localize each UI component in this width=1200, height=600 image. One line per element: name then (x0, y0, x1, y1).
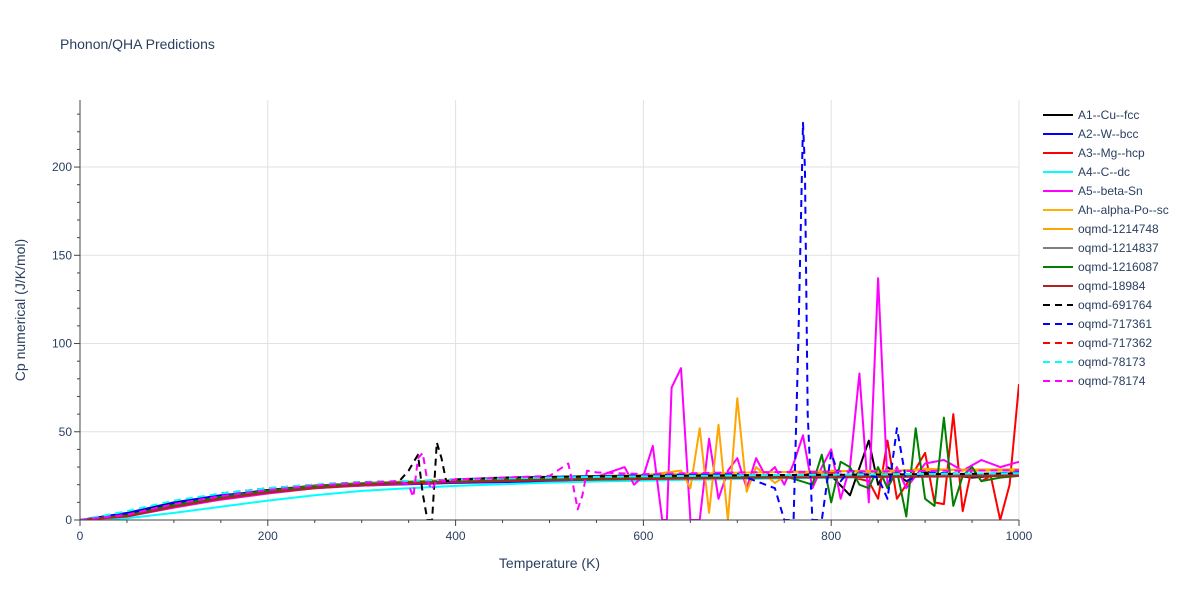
legend-item-label[interactable]: A1--Cu--fcc (1078, 108, 1139, 122)
legend-item-label[interactable]: Ah--alpha-Po--sc (1078, 203, 1169, 217)
x-tick-label: 600 (633, 529, 653, 543)
legend-item-label[interactable]: oqmd-1216087 (1078, 260, 1159, 274)
y-tick-label: 200 (52, 160, 72, 174)
y-tick-label: 150 (52, 248, 72, 262)
series-line[interactable] (80, 397, 1019, 520)
legend-item-label[interactable]: oqmd-1214748 (1078, 222, 1159, 236)
x-axis-title: Temperature (K) (499, 555, 600, 571)
x-tick-label: 400 (446, 529, 466, 543)
series-line[interactable] (80, 121, 1019, 520)
series-line[interactable] (80, 472, 1019, 520)
legend-item-label[interactable]: A3--Mg--hcp (1078, 146, 1145, 160)
legend-item-label[interactable]: oqmd-78173 (1078, 355, 1146, 369)
legend-item-label[interactable]: oqmd-1214837 (1078, 241, 1159, 255)
legend-item-label[interactable]: A4--C--dc (1078, 165, 1130, 179)
y-tick-label: 100 (52, 337, 72, 351)
legend-item-label[interactable]: A2--W--bcc (1078, 127, 1138, 141)
x-tick-label: 0 (77, 529, 84, 543)
legend-item-label[interactable]: oqmd-717361 (1078, 317, 1152, 331)
series-line[interactable] (80, 474, 1019, 520)
x-tick-label: 200 (258, 529, 278, 543)
legend-item-label[interactable]: oqmd-18984 (1078, 279, 1146, 293)
legend-item-label[interactable]: oqmd-691764 (1078, 298, 1152, 312)
legend-item-label[interactable]: oqmd-717362 (1078, 336, 1152, 350)
chart-title: Phonon/QHA Predictions (60, 36, 215, 52)
y-tick-label: 50 (59, 425, 73, 439)
series-line[interactable] (80, 451, 1019, 520)
y-tick-label: 0 (65, 513, 72, 527)
series-line[interactable] (80, 416, 1019, 520)
y-axis-title: Cp numerical (J/K/mol) (12, 239, 28, 381)
legend-item-label[interactable]: A5--beta-Sn (1078, 184, 1143, 198)
x-tick-label: 1000 (1006, 529, 1033, 543)
plot-area (80, 121, 1019, 520)
x-tick-label: 800 (821, 529, 841, 543)
legend-item-label[interactable]: oqmd-78174 (1078, 374, 1146, 388)
